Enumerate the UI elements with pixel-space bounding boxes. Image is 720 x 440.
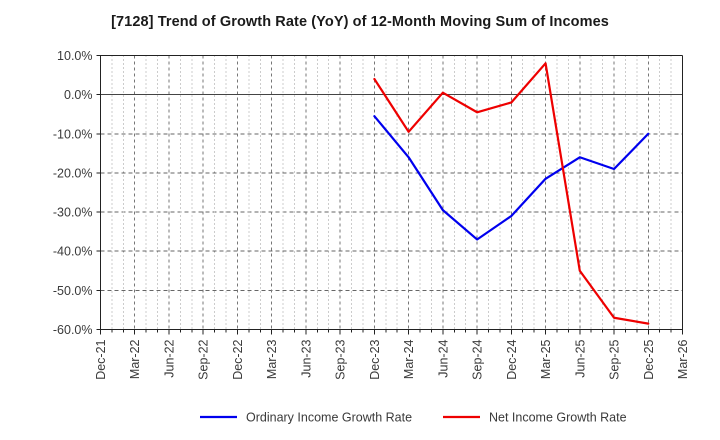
series-line — [373, 62, 650, 325]
y-axis-label: 10.0% — [57, 49, 92, 63]
x-axis-label: Dec-22 — [231, 339, 245, 379]
x-axis-ticks — [100, 329, 683, 335]
plot-frame — [100, 55, 683, 330]
chart-title: [7128] Trend of Growth Rate (YoY) of 12-… — [111, 14, 609, 30]
x-axis-label: Sep-24 — [471, 339, 485, 379]
y-axis-ticks — [96, 55, 101, 330]
series-line — [373, 115, 650, 241]
y-axis-label: -30.0% — [53, 206, 93, 220]
x-axis-label: Jun-22 — [162, 339, 176, 377]
x-axis-label: Dec-25 — [642, 339, 656, 379]
x-axis-label: Mar-24 — [402, 339, 416, 379]
x-axis-label: Dec-23 — [368, 339, 382, 379]
x-axis-label: Mar-22 — [128, 339, 142, 379]
y-axis-label: -60.0% — [53, 323, 93, 337]
x-axis-label: Mar-26 — [676, 339, 690, 379]
y-axis-label: -40.0% — [53, 245, 93, 259]
data-series — [373, 62, 650, 325]
chart-legend: Ordinary Income Growth Rate Net Income Gr… — [200, 411, 627, 425]
x-axis-label: Jun-25 — [573, 339, 587, 377]
x-axis-label: Sep-22 — [197, 339, 211, 379]
y-gridlines — [100, 94, 683, 330]
x-axis-label: Jun-24 — [436, 339, 450, 377]
y-axis-labels: 10.0% 0.0% -10.0% -20.0% -30.0% -40.0% -50.0% -… — [53, 49, 93, 337]
x-axis-label: Jun-23 — [299, 339, 313, 377]
y-axis-label: -20.0% — [53, 166, 93, 180]
y-axis-label: -10.0% — [53, 127, 93, 141]
x-axis-label: Dec-24 — [505, 339, 519, 379]
x-axis-label: Mar-23 — [265, 339, 279, 379]
y-axis-label: 0.0% — [64, 88, 93, 102]
x-axis-label: Sep-23 — [334, 339, 348, 379]
legend-label: Ordinary Income Growth Rate — [246, 411, 412, 425]
x-axis-labels: Dec-21 Mar-22 Jun-22 Sep-22 Dec-22 Mar-23 Jun-… — [94, 339, 690, 379]
x-axis-label: Mar-25 — [539, 339, 553, 379]
x-gridlines — [111, 55, 683, 330]
legend-label: Net Income Growth Rate — [489, 411, 627, 425]
x-axis-label: Dec-21 — [94, 339, 108, 379]
x-axis-label: Sep-25 — [608, 339, 622, 379]
y-axis-label: -50.0% — [53, 284, 93, 298]
